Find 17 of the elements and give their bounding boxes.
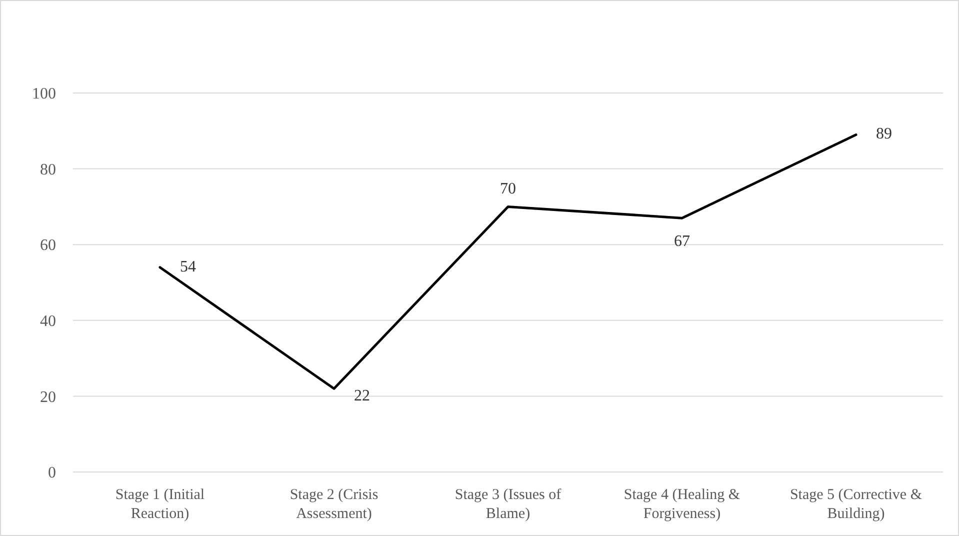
data-label: 89 — [876, 126, 892, 143]
x-tick-label: Stage 1 (Initial Reaction) — [115, 487, 205, 522]
data-label: 54 — [180, 258, 196, 276]
x-tick-label: Stage 3 (Issues of Blame) — [454, 487, 562, 522]
x-tick-label: Stage 2 (Crisis Assessment) — [290, 487, 378, 522]
y-tick-label: 20 — [40, 388, 56, 406]
data-label: 22 — [354, 388, 370, 405]
y-tick-label: 80 — [40, 161, 56, 178]
y-tick-label: 60 — [40, 237, 56, 254]
x-tick-label: Stage 5 (Corrective & Building) — [790, 487, 922, 522]
data-label: 67 — [674, 233, 690, 250]
y-tick-label: 100 — [32, 86, 56, 103]
x-tick-label: Stage 4 (Healing & Forgiveness) — [624, 487, 740, 522]
line-series — [158, 133, 858, 390]
data-label: 70 — [500, 180, 516, 198]
y-tick-label: 0 — [48, 464, 56, 482]
y-tick-label: 40 — [40, 313, 56, 330]
